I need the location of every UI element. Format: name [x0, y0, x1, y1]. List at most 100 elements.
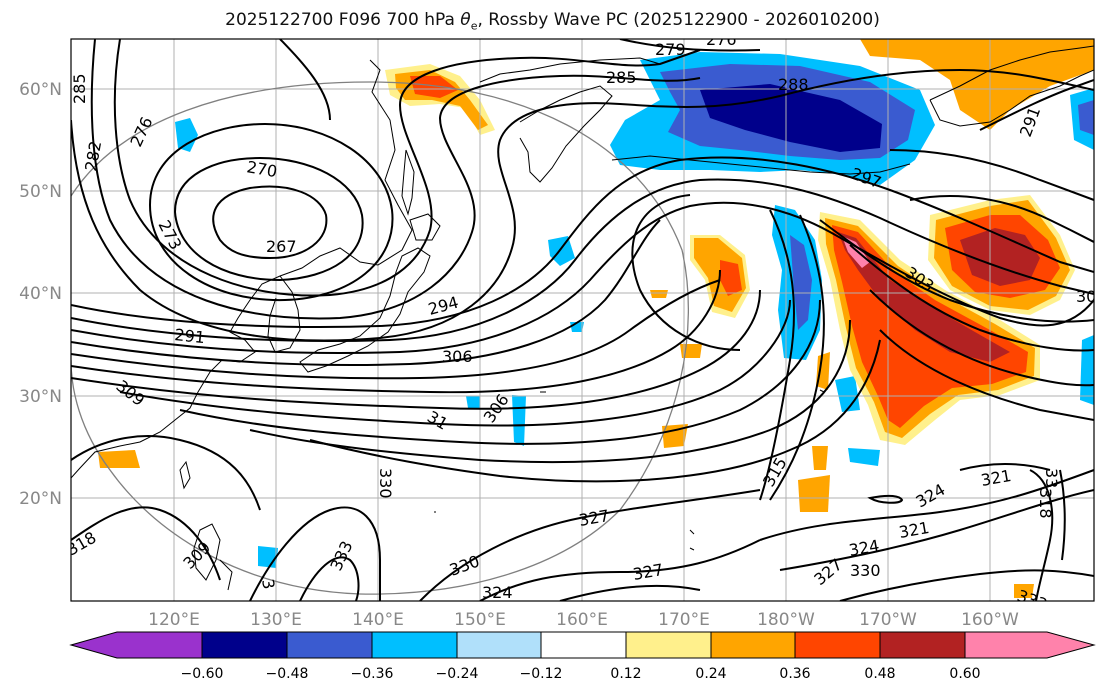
contour-line	[309, 339, 881, 483]
colorbar-segment	[372, 632, 457, 658]
contour-line	[889, 149, 1094, 201]
negative-anomaly-north-core	[700, 84, 882, 152]
colorbar-tick-label: −0.24	[436, 666, 479, 682]
positive-anomaly-mid-center	[720, 260, 742, 296]
contour-label: 324	[482, 583, 513, 602]
longitude-labels: 120°E 130°E 140°E 150°E 160°E 170°E 180°…	[148, 610, 1019, 630]
contour-label: 267	[266, 237, 297, 256]
contour-label: 33	[1042, 468, 1061, 488]
contour-label: 3	[258, 577, 278, 590]
positive-anomaly-spot	[680, 344, 702, 358]
contour-line	[959, 463, 1051, 471]
map-plot-area: 279 276 285 288 285 276 282 270 273 267 …	[70, 39, 1096, 602]
contour-label: 330	[376, 468, 395, 499]
title-symbol: θ	[460, 10, 471, 30]
contour-label: 288	[778, 75, 809, 94]
negative-anomaly-spot	[848, 448, 880, 466]
contour-line	[90, 39, 701, 320]
coastline-korea	[267, 275, 301, 353]
positive-anomaly-east-strong	[838, 232, 1010, 362]
contour-label: 291	[174, 325, 206, 347]
colorbar-dividers	[201, 632, 966, 658]
lon-label: 130°E	[250, 610, 302, 630]
contour-line	[879, 329, 1094, 421]
contour-line	[849, 244, 1094, 352]
coastline-philippines	[193, 523, 233, 591]
contour-line	[71, 506, 221, 581]
contour-line	[71, 269, 721, 394]
title-suffix: , Rossby Wave PC (2025122900 - 202601020…	[477, 10, 880, 30]
contour-label: 330	[850, 561, 881, 580]
lon-label: 140°E	[352, 610, 404, 630]
contour-label: 285	[70, 73, 89, 104]
colorbar-segment	[117, 632, 202, 658]
coastline-asia	[71, 59, 413, 479]
colorbar-extend-high	[1047, 632, 1094, 658]
lon-label: 120°E	[148, 610, 200, 630]
contour-line	[839, 569, 1094, 601]
contour-line	[819, 219, 1094, 323]
negative-anomaly-ne-core	[1078, 100, 1094, 135]
positive-anomaly-ne2-strong	[960, 228, 1040, 286]
positive-anomaly-east-peak	[842, 236, 870, 268]
contour-line	[71, 435, 261, 511]
lon-label: 180°W	[757, 610, 815, 630]
contour-line	[148, 122, 394, 302]
colorbar-tick-label: 0.12	[610, 666, 641, 682]
negative-anomaly-spot	[548, 236, 575, 266]
colorbar-tick-label: −0.12	[520, 666, 563, 682]
contour-line	[759, 209, 795, 501]
negative-anomaly-east	[1080, 335, 1094, 405]
contour-line	[867, 494, 904, 504]
contour-line	[71, 178, 1094, 343]
contour-line	[113, 39, 701, 297]
colorbar-tick-label: −0.60	[181, 666, 224, 682]
colorbar-tick-label: 0.48	[864, 666, 895, 682]
positive-anomaly-ne	[860, 39, 1094, 130]
coastline-japan	[299, 247, 431, 373]
contour-line	[173, 156, 364, 282]
contour-line	[71, 156, 1094, 329]
colorbar-outline	[69, 631, 1096, 659]
contour-line	[71, 279, 721, 380]
contour-line	[869, 289, 1094, 387]
lon-label: 150°E	[454, 610, 506, 630]
coastline-siberia	[479, 57, 661, 83]
contour-line	[769, 214, 825, 501]
coastline-taiwan	[179, 460, 191, 490]
negative-anomaly-spot	[466, 396, 480, 408]
contour-line	[559, 584, 701, 601]
contour-label: 30	[1076, 287, 1096, 306]
contour-line	[909, 195, 1094, 243]
latitude-labels: 60°N 50°N 40°N 30°N 20°N	[19, 80, 62, 509]
coastline-sakhalin	[401, 149, 415, 216]
theta-e-contours	[71, 39, 1094, 601]
colorbar-segment	[965, 632, 1047, 658]
lat-label: 30°N	[19, 387, 62, 407]
gridlines	[71, 39, 1094, 601]
contour-label: 285	[606, 68, 637, 87]
colorbar-segment	[795, 632, 880, 658]
contour-line	[71, 219, 661, 367]
contour-line	[71, 289, 761, 410]
contour-line	[279, 39, 331, 121]
positive-anomaly-north-center	[410, 76, 458, 98]
colorbar-segment	[457, 632, 541, 658]
contour-line	[179, 299, 821, 445]
contour-label: 306	[442, 347, 473, 366]
colorbar-segment	[541, 632, 626, 658]
positive-anomaly-spot	[812, 446, 828, 470]
lon-label: 170°E	[658, 610, 710, 630]
colorbar-segment	[202, 632, 287, 658]
positive-anomaly-spot	[98, 450, 140, 468]
contour-line	[299, 556, 360, 601]
negative-anomaly-nw	[175, 118, 198, 152]
colorbar-tick-label: −0.36	[351, 666, 394, 682]
contour-line	[249, 506, 381, 601]
coastline-alaska	[929, 45, 1094, 127]
coastline-pacific-islands	[434, 389, 825, 551]
positive-anomaly-spot	[662, 424, 688, 448]
contour-line	[119, 299, 791, 427]
range-circle	[71, 81, 690, 595]
contour-line	[979, 79, 1094, 131]
